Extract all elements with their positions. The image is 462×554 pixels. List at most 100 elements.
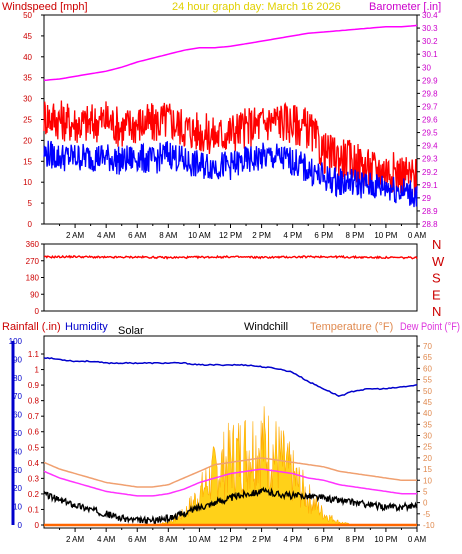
rainfall-axis-label: Rainfall (.in) [2, 321, 61, 333]
rain-tick-label: 0.1 [28, 505, 40, 514]
barometer-tick-label: 29.7 [422, 102, 438, 111]
x-tick-label: 10 PM [374, 231, 397, 240]
humidity-tick-label: 70 [13, 392, 22, 401]
direction-panel-marks [43, 254, 418, 260]
temperature-tick-label: 0 [423, 499, 428, 508]
barometer-tick-label: 29.4 [422, 142, 438, 151]
temperature-tick-label: 15 [423, 465, 432, 474]
windspeed-series-line [43, 140, 418, 208]
temperature-tick-label: 60 [423, 364, 432, 373]
direction-tick-label: 90 [30, 290, 39, 299]
temperature-tick-label: -5 [423, 510, 431, 519]
direction-tick-label: 270 [26, 257, 40, 266]
temperature-tick-label: 10 [423, 476, 432, 485]
direction-panel-frame [43, 243, 418, 312]
windchill-series-line [43, 486, 418, 525]
rain-tick-label: 0.7 [28, 412, 40, 421]
windspeed-tick-label: 50 [23, 11, 32, 20]
x-tick-label: 4 AM [97, 231, 116, 240]
x-tick-label: 10 AM [188, 231, 211, 240]
windspeed-tick-label: 20 [23, 136, 32, 145]
barometer-tick-label: 29.9 [422, 76, 438, 85]
barometer-tick-label: 28.9 [422, 207, 438, 216]
humidity-tick-label: 0 [18, 521, 23, 530]
solar-axis-label: Solar [118, 325, 144, 337]
humidity-tick-label: 90 [13, 355, 22, 364]
temperature-tick-label: 5 [423, 487, 428, 496]
humidity-tick-label: 20 [13, 484, 22, 493]
direction-tick-label: 180 [26, 274, 40, 283]
barometer-tick-label: 30.2 [422, 37, 438, 46]
dew_point-series-line [43, 468, 417, 497]
temperature-tick-label: 20 [423, 454, 432, 463]
x-tick-label: 0 AM [408, 231, 427, 240]
temperature-tick-label: 55 [423, 376, 432, 385]
temperature-panel-grid: 010203040506070809010000.10.20.30.40.50.… [9, 337, 435, 544]
windspeed-tick-label: 0 [28, 220, 33, 229]
rain-tick-label: 0 [35, 521, 40, 530]
temperature-series-line [43, 457, 417, 488]
solar-series-area [44, 406, 417, 526]
compass-label: N [432, 237, 441, 252]
rain-tick-label: 1.1 [28, 350, 40, 359]
barometer-tick-label: 29.1 [422, 181, 438, 190]
barometer-tick-label: 29 [422, 194, 431, 203]
x-tick-label: 6 AM [128, 535, 147, 544]
direction-tick-label: 0 [35, 307, 40, 316]
wind-panel-marks [43, 24, 418, 208]
barometer-tick-label: 29.2 [422, 168, 438, 177]
rain-tick-label: 0.6 [28, 428, 40, 437]
rain-tick-label: 0.8 [28, 397, 40, 406]
rain-tick-label: 0.4 [28, 459, 40, 468]
humidity-axis-label: Humidity [65, 321, 108, 333]
x-tick-label: 8 AM [159, 231, 178, 240]
temperature-tick-label: 35 [423, 420, 432, 429]
windspeed-tick-label: 25 [23, 116, 32, 125]
temperature-tick-label: 30 [423, 432, 432, 441]
barometer-tick-label: 29.5 [422, 129, 438, 138]
temperature-tick-label: 40 [423, 409, 432, 418]
x-tick-label: 2 PM [252, 231, 271, 240]
humidity-tick-label: 80 [13, 374, 22, 383]
x-tick-label: 4 PM [283, 231, 302, 240]
temperature-panel-marks [43, 357, 418, 527]
windspeed-tick-label: 15 [23, 157, 32, 166]
x-tick-label: 0 AM [408, 535, 427, 544]
x-tick-label: 8 PM [345, 535, 364, 544]
x-tick-label: 4 PM [283, 535, 302, 544]
x-tick-label: 12 PM [219, 535, 242, 544]
humidity-tick-label: 100 [9, 337, 23, 346]
x-tick-label: 2 PM [252, 535, 271, 544]
gust-series-line [43, 100, 418, 196]
barometer-tick-label: 30 [422, 63, 431, 72]
barometer-tick-label: 29.8 [422, 89, 438, 98]
humidity-series-line [43, 357, 418, 398]
wind-direction-series-line [43, 254, 418, 260]
temperature-tick-label: -10 [423, 521, 435, 530]
x-tick-label: 12 PM [219, 231, 242, 240]
barometer-tick-label: 30.3 [422, 24, 438, 33]
barometer-tick-label: 29.6 [422, 116, 438, 125]
x-tick-label: 6 AM [128, 231, 147, 240]
barometer-tick-label: 28.8 [422, 220, 438, 229]
compass-label: N [432, 304, 441, 319]
rain-tick-label: 0.5 [28, 443, 40, 452]
x-tick-label: 6 PM [314, 535, 333, 544]
rain-tick-label: 0.9 [28, 381, 40, 390]
x-tick-label: 10 PM [374, 535, 397, 544]
direction-panel-grid: 0 N 90 E 180 S 270 W 360 N [26, 237, 445, 319]
temperature-tick-label: 25 [423, 443, 432, 452]
humidity-tick-label: 10 [13, 503, 22, 512]
rain-tick-label: 0.3 [28, 474, 40, 483]
barometer-tick-label: 30.4 [422, 11, 438, 20]
barometer-series-line [43, 24, 418, 82]
x-tick-label: 4 AM [97, 535, 116, 544]
rain-tick-label: 1 [35, 366, 40, 375]
windspeed-axis-label: Windspeed [mph] [2, 1, 88, 13]
compass-label: E [432, 287, 441, 302]
temperature-axis-label: Temperature (°F) [310, 321, 393, 333]
windspeed-tick-label: 35 [23, 74, 32, 83]
humidity-tick-label: 30 [13, 466, 22, 475]
windspeed-tick-label: 30 [23, 95, 32, 104]
temperature-tick-label: 50 [423, 387, 432, 396]
